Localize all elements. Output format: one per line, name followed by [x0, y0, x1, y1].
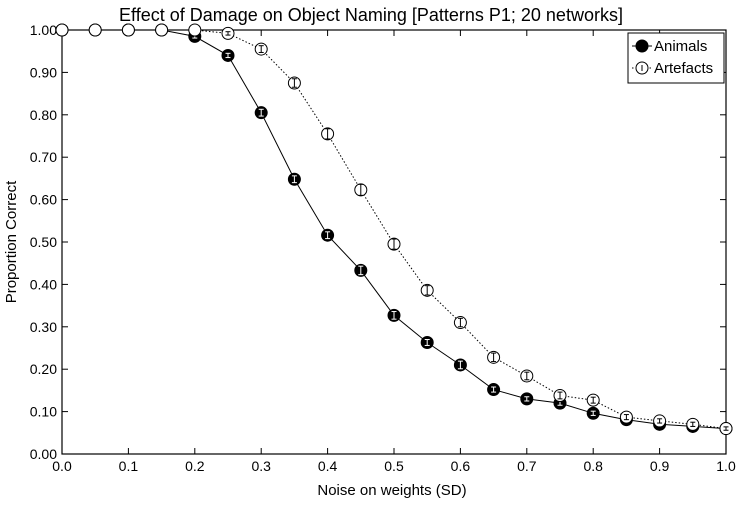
data-point-artefacts	[188, 23, 202, 37]
series-layer	[55, 23, 733, 436]
x-tick-label: 0.3	[251, 458, 271, 474]
y-tick-label: 0.50	[30, 234, 57, 250]
x-axis-ticks: 0.0 0.1 0.2 0.3 0.4 0.5 0.6 0.7 0.8 0.9 1.0	[52, 30, 736, 474]
x-axis-label: Noise on weights (SD)	[317, 482, 466, 499]
legend-marker-animals	[635, 39, 649, 53]
data-point-artefacts	[121, 23, 135, 37]
x-tick-label: 1.0	[716, 458, 736, 474]
y-tick-label: 0.20	[30, 361, 57, 377]
series-line-artefacts	[62, 29, 727, 430]
data-point-artefacts	[55, 23, 69, 37]
x-tick-label: 0.1	[119, 458, 139, 474]
legend-label-animals: Animals	[654, 38, 707, 55]
x-tick-label: 0.9	[650, 458, 670, 474]
chart-title: Effect of Damage on Object Naming [Patte…	[119, 5, 623, 25]
series-animals	[55, 23, 733, 436]
series-artefacts	[55, 23, 733, 436]
legend: Animals Artefacts	[627, 32, 725, 84]
x-tick-label: 0.8	[583, 458, 603, 474]
x-tick-label: 0.5	[384, 458, 404, 474]
x-tick-label: 0.0	[52, 458, 72, 474]
y-tick-label: 0.70	[30, 149, 57, 165]
y-tick-label: 0.90	[30, 64, 57, 80]
x-tick-label: 0.4	[318, 458, 338, 474]
y-tick-label: 0.80	[30, 107, 57, 123]
series-line-animals	[62, 29, 727, 430]
y-axis-label: Proportion Correct	[3, 180, 20, 303]
y-axis-ticks: 0.00 0.10 0.20 0.30 0.40 0.50 0.60 0.70 0.80 0.90…	[30, 22, 726, 462]
y-tick-label: 0.60	[30, 192, 57, 208]
x-tick-label: 0.6	[451, 458, 471, 474]
x-tick-label: 0.7	[517, 458, 537, 474]
data-point-artefacts	[88, 23, 102, 37]
y-tick-label: 0.40	[30, 276, 57, 292]
legend-label-artefacts: Artefacts	[654, 60, 713, 77]
y-tick-label: 0.10	[30, 404, 57, 420]
x-tick-label: 0.2	[185, 458, 205, 474]
y-tick-label: 1.00	[30, 22, 57, 38]
y-tick-label: 0.30	[30, 319, 57, 335]
data-point-artefacts	[155, 23, 169, 37]
y-tick-label: 0.00	[30, 446, 57, 462]
